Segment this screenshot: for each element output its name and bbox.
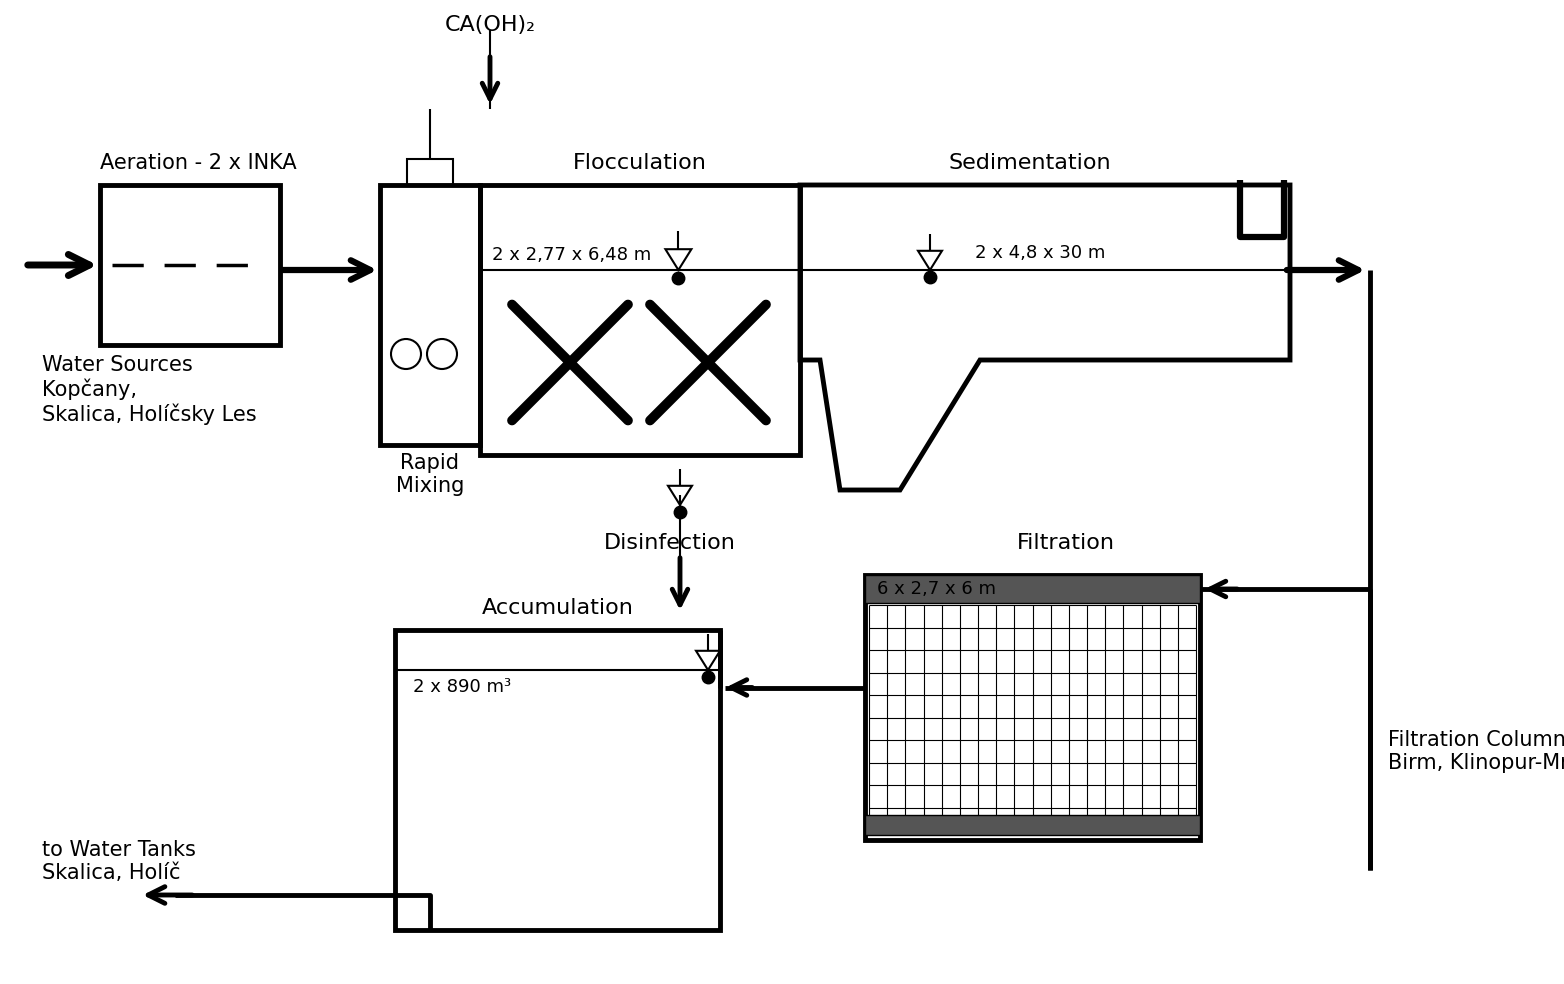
Text: Flocculation: Flocculation xyxy=(572,153,707,173)
Polygon shape xyxy=(865,575,1200,603)
Text: 2 x 890 m³: 2 x 890 m³ xyxy=(413,678,511,696)
Text: 6 x 2,7 x 6 m: 6 x 2,7 x 6 m xyxy=(877,580,996,598)
Text: Sedimentation: Sedimentation xyxy=(949,153,1112,173)
Text: Filtration: Filtration xyxy=(1017,533,1115,553)
Text: 2 x 2,77 x 6,48 m: 2 x 2,77 x 6,48 m xyxy=(493,246,651,264)
Text: Disinfection: Disinfection xyxy=(604,533,737,553)
Text: 2 x 4,8 x 30 m: 2 x 4,8 x 30 m xyxy=(974,244,1106,262)
Text: CA(OH)₂: CA(OH)₂ xyxy=(444,15,535,35)
Text: Aeration - 2 x INKA: Aeration - 2 x INKA xyxy=(100,153,297,173)
Text: Filtration Columns
Birm, Klinopur-Mn: Filtration Columns Birm, Klinopur-Mn xyxy=(1387,730,1564,773)
Text: to Water Tanks
Skalica, Holíč: to Water Tanks Skalica, Holíč xyxy=(42,840,196,884)
Text: Rapid
Mixing: Rapid Mixing xyxy=(396,453,465,496)
Text: Accumulation: Accumulation xyxy=(482,598,633,618)
Text: Water Sources
Kopčany,
Skalica, Holíčsky Les: Water Sources Kopčany, Skalica, Holíčsky… xyxy=(42,355,256,425)
Polygon shape xyxy=(865,815,1200,835)
